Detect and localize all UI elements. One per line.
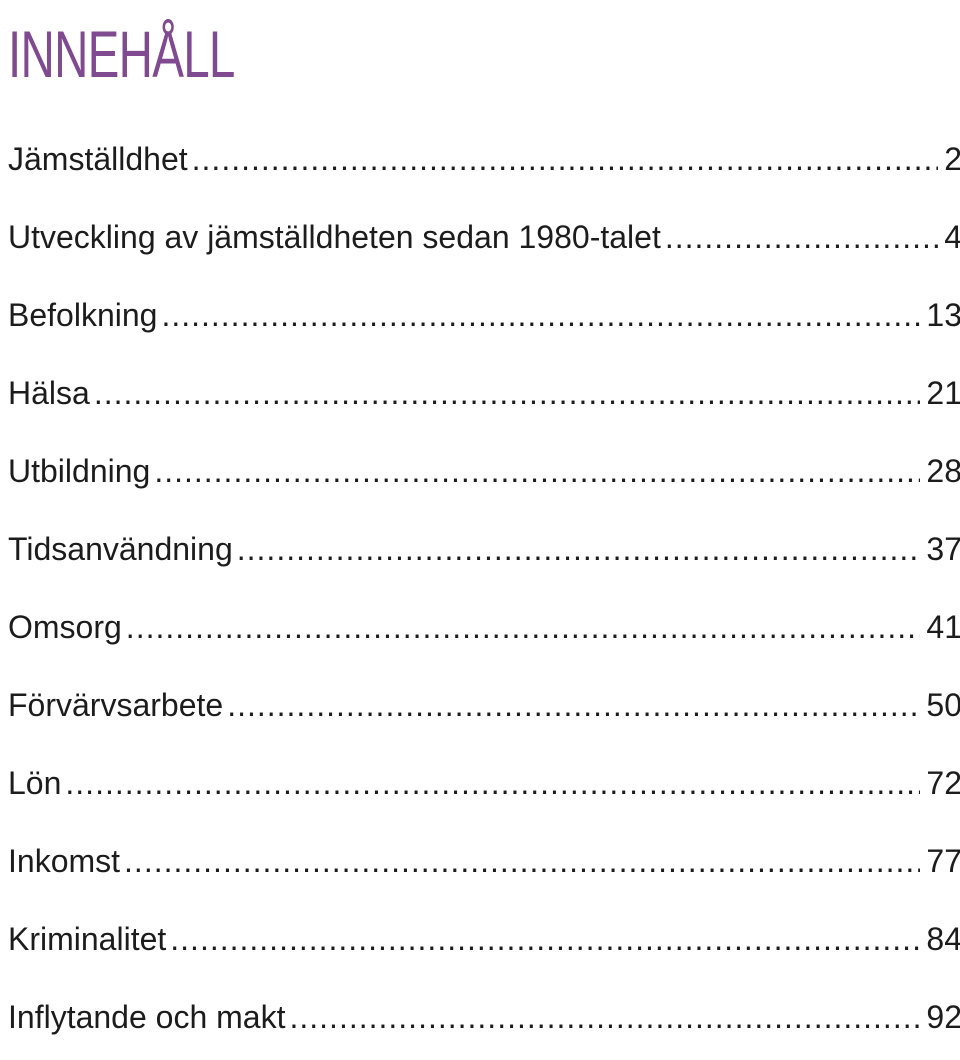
dot-leader: [289, 982, 920, 1052]
toc-entry[interactable]: Lön 72: [8, 748, 960, 826]
toc-entry[interactable]: Tidsanvändning 37: [8, 514, 960, 592]
toc-entry-title: Lön: [8, 765, 62, 801]
toc-entry[interactable]: Utbildning 28: [8, 436, 960, 514]
toc-entry-title: Befolkning: [8, 297, 158, 333]
toc-entry[interactable]: Förvärvsarbete 50: [8, 670, 960, 748]
dot-leader: [124, 826, 920, 896]
toc-page-number: 13: [926, 297, 960, 333]
toc-page-number: 77: [926, 843, 960, 879]
dot-leader: [192, 124, 939, 194]
table-of-contents: Jämställdhet 2 Utveckling av jämställdhe…: [8, 124, 960, 1060]
dot-leader: [65, 748, 920, 818]
dot-leader: [126, 592, 921, 662]
toc-entry-title: Omsorg: [8, 609, 122, 645]
toc-entry[interactable]: Utveckling av jämställdheten sedan 1980-…: [8, 202, 960, 280]
toc-page-number: 21: [926, 375, 960, 411]
toc-page-number: 4: [944, 219, 960, 255]
toc-entry-title: Utbildning: [8, 453, 151, 489]
dot-leader: [237, 514, 921, 584]
toc-entry-title: Tidsanvändning: [8, 531, 233, 567]
toc-entry-title: Inflytande och makt: [8, 999, 286, 1035]
dot-leader: [161, 280, 920, 350]
toc-entry[interactable]: Inflytande och makt 92: [8, 982, 960, 1060]
page-title: INNEHÅLL: [8, 17, 235, 91]
toc-page-number: 28: [926, 453, 960, 489]
toc-entry-title: Inkomst: [8, 843, 121, 879]
toc-entry-title: Förvärvsarbete: [8, 687, 224, 723]
toc-entry[interactable]: Omsorg 41: [8, 592, 960, 670]
dot-leader: [227, 670, 920, 740]
dot-leader: [170, 904, 920, 974]
toc-entry[interactable]: Jämställdhet 2: [8, 124, 960, 202]
toc-entry[interactable]: Inkomst 77: [8, 826, 960, 904]
toc-entry[interactable]: Hälsa 21: [8, 358, 960, 436]
toc-entry-title: Jämställdhet: [8, 141, 188, 177]
toc-page-number: 84: [926, 921, 960, 957]
toc-page-number: 2: [944, 141, 960, 177]
toc-entry-title: Hälsa: [8, 375, 90, 411]
toc-page-number: 37: [926, 531, 960, 567]
toc-page-number: 72: [926, 765, 960, 801]
toc-entry[interactable]: Kriminalitet 84: [8, 904, 960, 982]
dot-leader: [94, 358, 921, 428]
toc-entry-title: Utveckling av jämställdheten sedan 1980-…: [8, 219, 661, 255]
toc-page-number: 41: [926, 609, 960, 645]
toc-entry[interactable]: Befolkning 13: [8, 280, 960, 358]
document-page: INNEHÅLL Jämställdhet 2 Utveckling av jä…: [0, 0, 960, 1031]
dot-leader: [154, 436, 920, 506]
toc-page-number: 50: [926, 687, 960, 723]
dot-leader: [665, 202, 938, 272]
toc-entry-title: Kriminalitet: [8, 921, 167, 957]
toc-page-number: 92: [926, 999, 960, 1035]
